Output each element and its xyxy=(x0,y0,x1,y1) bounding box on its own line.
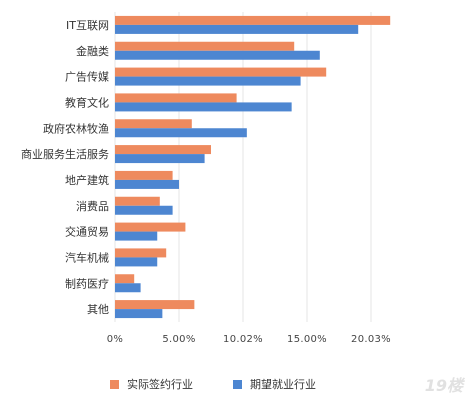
bar-expected xyxy=(115,50,320,60)
bar-actual xyxy=(115,196,160,206)
category-label: 政府农林牧渔 xyxy=(43,121,109,135)
category-label: 制药医疗 xyxy=(65,276,109,290)
watermark-logo: 19楼 xyxy=(424,376,463,395)
x-tick-label: 15.00% xyxy=(287,334,327,345)
bar-actual xyxy=(115,274,135,284)
bar-expected xyxy=(115,283,141,293)
bar-expected xyxy=(115,154,205,164)
category-label: 地产建筑 xyxy=(65,173,109,187)
bar-actual xyxy=(115,170,173,180)
bar-actual xyxy=(115,119,192,129)
category-label: 教育文化 xyxy=(65,95,109,109)
category-label: 金融类 xyxy=(76,44,109,58)
grid-lines xyxy=(114,12,372,322)
bar-actual xyxy=(115,145,211,155)
x-tick-label: 10.02% xyxy=(223,334,263,345)
category-label: 广告传媒 xyxy=(65,71,109,84)
legend-swatch-expected xyxy=(233,379,242,389)
bar-actual xyxy=(115,15,391,25)
bar-actual xyxy=(115,67,327,77)
bar-expected xyxy=(115,128,247,138)
bar-expected xyxy=(115,309,163,319)
bar-expected xyxy=(115,179,179,189)
x-tick-label: 20.03% xyxy=(351,334,391,345)
x-tick-label: 0% xyxy=(107,334,123,345)
x-tick-labels: 0% 5.00% 10.02% 15.00% 20.03% xyxy=(107,334,391,345)
bar-expected xyxy=(115,24,359,34)
legend-item-actual: 实际签约行业 xyxy=(110,376,193,392)
legend-swatch-actual xyxy=(110,379,119,389)
bar-expected xyxy=(115,205,173,215)
bar-expected xyxy=(115,257,158,267)
bars xyxy=(115,15,391,319)
bar-actual xyxy=(115,222,186,232)
category-label: 消费品 xyxy=(76,199,109,213)
legend: 实际签约行业 期望就业行业 xyxy=(110,376,316,392)
bar-expected xyxy=(115,76,301,86)
bar-actual xyxy=(115,300,195,310)
legend-label-actual: 实际签约行业 xyxy=(127,378,193,391)
legend-label-expected: 期望就业行业 xyxy=(250,378,316,391)
bar-actual xyxy=(115,41,295,51)
category-label: 商业服务生活服务 xyxy=(21,147,109,161)
bar-expected xyxy=(115,102,292,112)
x-tick-label: 5.00% xyxy=(162,334,195,345)
category-label: 其他 xyxy=(87,303,109,316)
category-label: IT互联网 xyxy=(66,19,109,32)
bar-actual xyxy=(115,248,167,258)
legend-item-expected: 期望就业行业 xyxy=(233,376,316,392)
category-label: 交通贸易 xyxy=(65,225,109,239)
bar-expected xyxy=(115,231,158,241)
bar-actual xyxy=(115,93,237,103)
category-labels: IT互联网金融类广告传媒教育文化政府农林牧渔商业服务生活服务地产建筑消费品交通贸… xyxy=(21,19,109,316)
category-label: 汽车机械 xyxy=(65,250,109,264)
